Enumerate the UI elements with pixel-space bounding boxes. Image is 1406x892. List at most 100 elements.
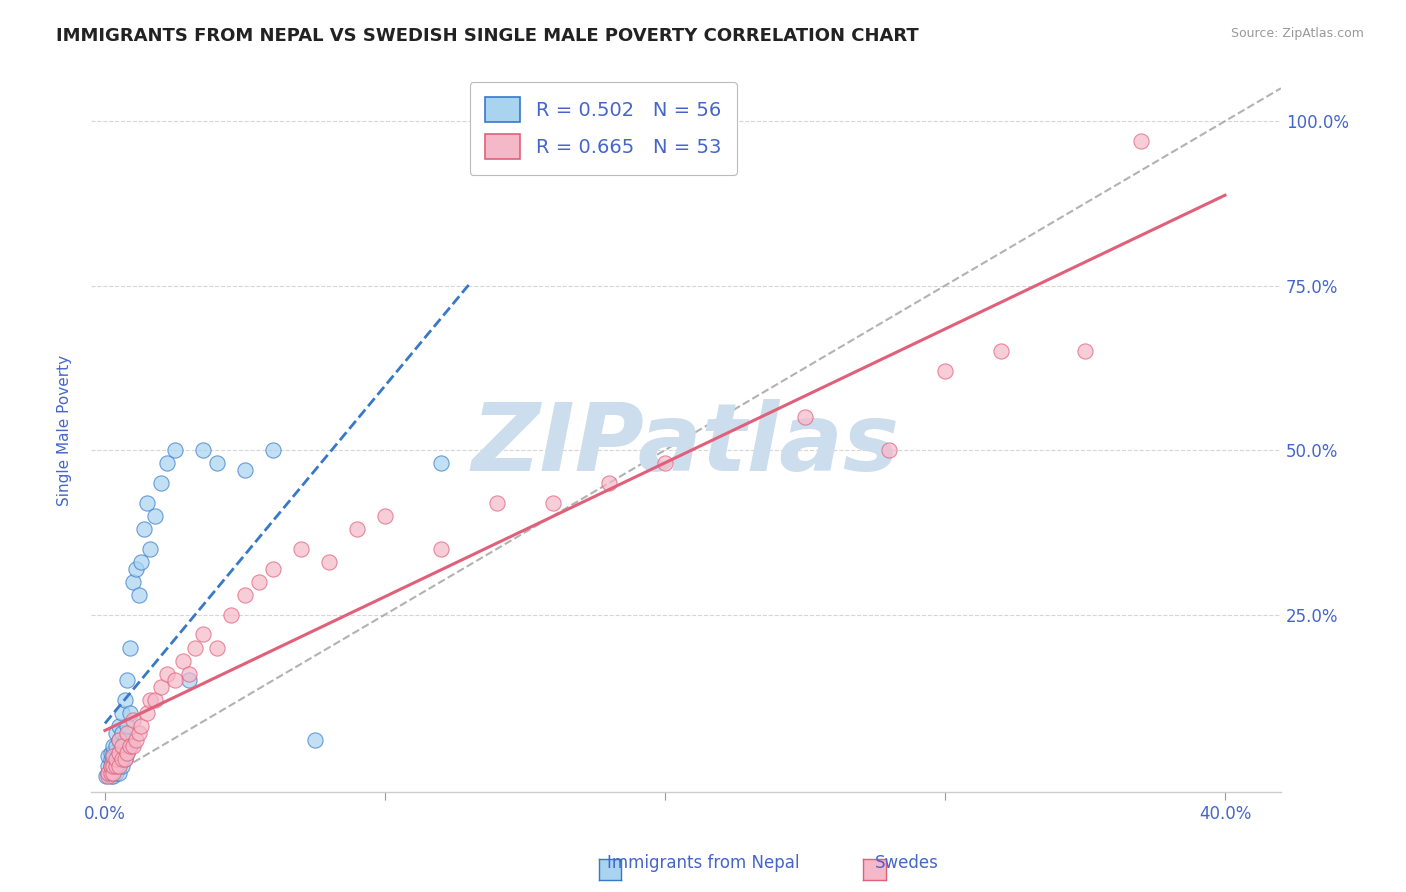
Point — [111, 739, 134, 754]
Point — [125, 561, 148, 575]
Point — [143, 693, 166, 707]
Point — [877, 443, 900, 458]
Y-axis label: Single Male Poverty: Single Male Poverty — [58, 355, 72, 506]
Point — [430, 541, 453, 556]
Point — [105, 752, 128, 766]
Point — [105, 726, 128, 740]
Point — [155, 456, 177, 470]
Text: Source: ZipAtlas.com: Source: ZipAtlas.com — [1230, 27, 1364, 40]
Point — [100, 746, 122, 760]
Point — [163, 443, 186, 458]
Point — [100, 765, 122, 780]
Point — [105, 759, 128, 773]
Point — [111, 752, 134, 766]
Point — [97, 749, 120, 764]
Point — [128, 726, 150, 740]
Point — [598, 476, 620, 491]
Point — [114, 693, 136, 707]
Point — [1129, 134, 1152, 148]
Point — [108, 732, 131, 747]
Point — [108, 719, 131, 733]
Point — [111, 726, 134, 740]
Point — [100, 765, 122, 780]
Point — [108, 759, 131, 773]
Point — [143, 508, 166, 523]
Point — [131, 555, 153, 569]
Point — [262, 443, 284, 458]
Point — [374, 508, 396, 523]
Point — [103, 739, 125, 754]
Point — [346, 522, 368, 536]
Point — [108, 732, 131, 747]
Point — [138, 693, 160, 707]
Point — [108, 746, 131, 760]
Point — [122, 574, 145, 589]
Point — [103, 769, 125, 783]
Point — [654, 456, 676, 470]
Text: IMMIGRANTS FROM NEPAL VS SWEDISH SINGLE MALE POVERTY CORRELATION CHART: IMMIGRANTS FROM NEPAL VS SWEDISH SINGLE … — [56, 27, 920, 45]
Point — [205, 456, 228, 470]
Point — [108, 746, 131, 760]
Point — [111, 759, 134, 773]
Point — [183, 640, 205, 655]
Point — [191, 443, 214, 458]
Point — [108, 765, 131, 780]
Point — [111, 706, 134, 721]
Point — [233, 463, 256, 477]
Point — [794, 410, 817, 425]
Point — [233, 588, 256, 602]
Text: Immigrants from Nepal: Immigrants from Nepal — [607, 855, 799, 872]
Point — [100, 752, 122, 766]
Point — [304, 732, 326, 747]
Point — [120, 739, 142, 754]
Point — [128, 588, 150, 602]
Point — [120, 706, 142, 721]
Point — [117, 746, 139, 760]
Point — [117, 726, 139, 740]
Point — [100, 759, 122, 773]
Point — [485, 496, 508, 510]
Point — [136, 706, 159, 721]
Point — [120, 739, 142, 754]
Point — [103, 749, 125, 764]
Point — [105, 752, 128, 766]
Point — [105, 759, 128, 773]
Point — [114, 752, 136, 766]
Point — [155, 666, 177, 681]
Point — [990, 344, 1012, 359]
Point — [97, 759, 120, 773]
Point — [290, 541, 312, 556]
Point — [100, 769, 122, 783]
Point — [114, 752, 136, 766]
Legend: R = 0.502   N = 56, R = 0.665   N = 53: R = 0.502 N = 56, R = 0.665 N = 53 — [470, 82, 737, 175]
Point — [205, 640, 228, 655]
Point — [149, 680, 172, 694]
Point — [262, 561, 284, 575]
Point — [103, 759, 125, 773]
Point — [219, 607, 242, 622]
Text: Swedes: Swedes — [875, 855, 939, 872]
Point — [97, 765, 120, 780]
Point — [97, 769, 120, 783]
Point — [177, 673, 200, 688]
Point — [122, 739, 145, 754]
Point — [97, 765, 120, 780]
Point — [117, 673, 139, 688]
Point — [149, 476, 172, 491]
Point — [163, 673, 186, 688]
Point — [103, 765, 125, 780]
Point — [122, 713, 145, 727]
Point — [136, 496, 159, 510]
Point — [177, 666, 200, 681]
Point — [103, 765, 125, 780]
Point — [96, 769, 118, 783]
Point — [191, 627, 214, 641]
Point — [125, 732, 148, 747]
Point — [541, 496, 564, 510]
Point — [318, 555, 340, 569]
Point — [120, 640, 142, 655]
Point — [134, 522, 156, 536]
Point — [105, 739, 128, 754]
Point — [100, 759, 122, 773]
Point — [117, 719, 139, 733]
